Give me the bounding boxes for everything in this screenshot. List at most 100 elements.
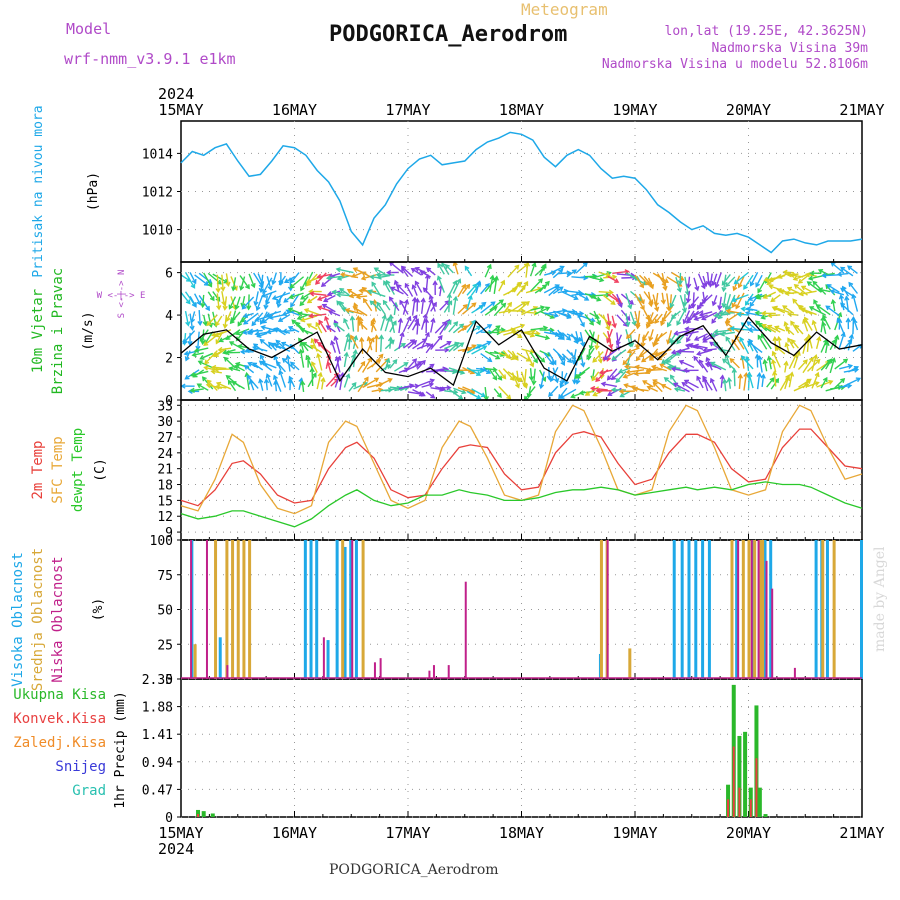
wind-arrow: [498, 352, 515, 360]
wind-compass-v: S <-|-> N: [117, 270, 127, 319]
precipitation-ytick-label: 1.41: [142, 728, 173, 743]
wind-arrow-head: [834, 334, 840, 340]
wind-arrow-head: [501, 374, 507, 380]
wind-arrow-head: [265, 373, 271, 379]
cloud-bar-niska: [226, 665, 229, 679]
wind-arrow: [471, 369, 484, 372]
wind-arrow: [530, 278, 543, 292]
wind-arrow-head: [653, 351, 659, 357]
wind-arrow: [276, 291, 286, 304]
wind-arrow-head: [711, 301, 717, 307]
wind-arrow: [307, 323, 318, 331]
wind-arrow-head: [220, 286, 226, 292]
wind-arrow: [261, 361, 277, 369]
wind-arrow: [466, 390, 481, 399]
wind-arrow: [390, 286, 404, 295]
wind-arrow-head: [686, 318, 692, 324]
wind-arrow-head: [824, 340, 830, 347]
wind-arrow: [380, 335, 383, 352]
wind-arrow-head: [672, 382, 679, 388]
wind-arrow-head: [754, 310, 760, 316]
wind-arrow-head: [326, 353, 332, 359]
clouds-ytick-label: 75: [157, 569, 173, 584]
wind-arrow: [493, 276, 498, 294]
cloud-bar-visoka: [672, 540, 676, 679]
wind-arrow-head: [756, 372, 762, 378]
wind-arrow-head: [549, 314, 555, 319]
cloud-ylabel: (%): [91, 598, 106, 621]
wind-arrow-head: [815, 358, 821, 364]
wind-arrow: [715, 272, 722, 288]
wind-arrow: [244, 365, 255, 374]
wind-arrow: [830, 262, 845, 274]
wind-arrow-head: [282, 328, 288, 334]
wind-arrow: [620, 390, 631, 398]
wind-arrow: [326, 325, 336, 333]
wind-arrow: [620, 309, 631, 321]
wind-arrow: [398, 368, 409, 374]
wind-arrow: [543, 352, 554, 365]
wind-arrow-head: [566, 314, 572, 320]
wind-arrow-head: [538, 278, 544, 284]
wind-arrow-head: [766, 280, 772, 286]
wind-arrow: [274, 343, 291, 353]
wind-arrow: [782, 305, 795, 314]
wind-arrow: [512, 330, 522, 338]
wind-arrow: [706, 272, 710, 285]
wind-arrow-head: [786, 272, 792, 278]
wind-arrow-head: [300, 294, 306, 300]
wind-arrow-head: [843, 358, 849, 364]
wind-arrow: [816, 380, 833, 388]
wind-arrow-head: [234, 304, 240, 311]
precip-bar-konvek: [738, 787, 741, 817]
wind-arrow-head: [261, 292, 267, 298]
wind-arrow: [407, 340, 417, 349]
wind-arrow: [746, 307, 758, 312]
wind-arrow: [852, 294, 859, 312]
wind-arrow: [694, 314, 708, 321]
wind-arrow-head: [353, 302, 359, 308]
wind-arrow: [834, 378, 845, 389]
wind-arrow-head: [385, 357, 391, 364]
wind-arrow-head: [645, 367, 651, 373]
wind-arrow: [437, 263, 445, 275]
wind-arrow-head: [281, 357, 287, 363]
wind-arrow-head: [523, 280, 529, 287]
wind-arrow-head: [853, 366, 859, 371]
wind-arrow: [229, 341, 245, 351]
wind-arrow: [191, 370, 209, 377]
wind-arrow-head: [437, 262, 443, 268]
wind-arrow: [480, 367, 491, 374]
wind-arrow: [738, 276, 745, 288]
wind-arrow-head: [840, 287, 846, 293]
wind-arrow: [243, 312, 259, 325]
wind-arrow: [437, 276, 445, 293]
wind-arrow-head: [251, 362, 258, 368]
wind-arrow: [616, 314, 628, 327]
wind-arrow-head: [559, 383, 565, 389]
wind-arrow-head: [321, 303, 327, 309]
wind-arrow: [654, 313, 663, 324]
wind-arrow: [625, 313, 629, 326]
wind-arrow-head: [317, 371, 323, 378]
wind-arrow: [761, 374, 765, 388]
wind-arrow-head: [749, 302, 755, 308]
wind-arrow-head: [517, 333, 523, 339]
temp-side-label-2m: 2m Temp: [30, 440, 46, 499]
wind-arrow-head: [400, 265, 406, 271]
wind-arrow-head: [330, 339, 336, 346]
wind-arrow: [801, 308, 817, 316]
wind-arrow: [812, 281, 827, 295]
wind-arrow: [660, 310, 668, 326]
wind-arrow: [788, 372, 793, 388]
wind-arrow: [834, 358, 848, 370]
wind-arrow-head: [446, 341, 452, 346]
wind-arrow: [571, 276, 588, 279]
wind-arrow-head: [305, 278, 312, 284]
wind-arrow: [266, 374, 273, 387]
wind-arrow-head: [743, 284, 748, 290]
wind-arrow-head: [769, 377, 775, 383]
wind-arrow: [385, 280, 395, 295]
wind-arrow-head: [650, 319, 655, 325]
wind-arrow-head: [808, 306, 815, 311]
